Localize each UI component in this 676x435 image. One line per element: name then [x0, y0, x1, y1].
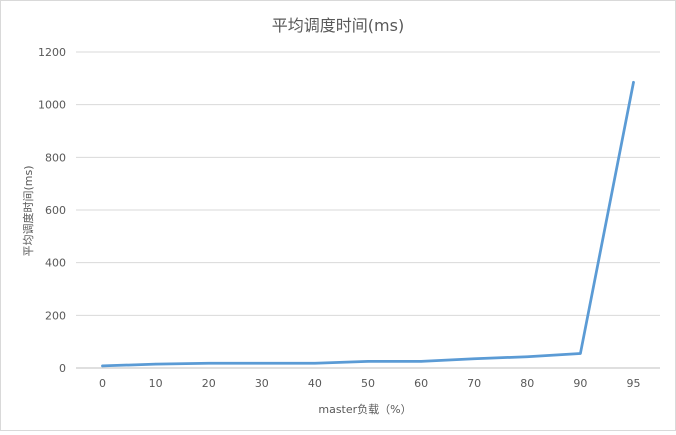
y-tick-label: 0 [59, 362, 66, 375]
x-tick-label: 10 [149, 377, 163, 390]
y-tick-label: 800 [45, 151, 66, 164]
x-tick-label: 30 [255, 377, 269, 390]
data-point [526, 355, 529, 358]
x-tick-label: 40 [308, 377, 322, 390]
data-point [472, 357, 476, 360]
data-point [101, 364, 104, 368]
series-group [101, 80, 635, 368]
y-tick-label: 600 [45, 204, 66, 217]
y-tick-label: 1200 [38, 46, 66, 59]
x-axis-title: master负载（%） [318, 402, 411, 416]
data-point [313, 362, 317, 365]
data-point [579, 352, 582, 355]
x-tick-label: 70 [467, 377, 481, 390]
x-tick-label: 60 [414, 377, 428, 390]
data-point [366, 360, 370, 363]
y-tick-label: 400 [45, 257, 66, 270]
data-point [154, 362, 157, 366]
x-tick-labels: 0 10 20 30 40 50 60 70 80 90 95 [99, 377, 640, 390]
gridlines [76, 51, 660, 369]
x-tick-label: 95 [626, 377, 640, 390]
data-point [260, 362, 264, 365]
y-tick-labels: 0 200 400 600 800 1000 1200 [38, 46, 66, 375]
x-tick-label: 80 [520, 377, 534, 390]
x-tick-label: 90 [573, 377, 587, 390]
y-axis-title: 平均调度时间(ms) [21, 165, 35, 256]
data-point [419, 360, 423, 363]
x-tick-label: 20 [202, 377, 216, 390]
data-point [632, 81, 635, 84]
x-tick-label: 0 [99, 377, 106, 390]
series-line [101, 80, 635, 368]
chart-title: 平均调度时间(ms) [272, 16, 404, 35]
data-point [207, 362, 210, 365]
y-tick-label: 200 [45, 309, 66, 322]
y-tick-label: 1000 [38, 99, 66, 112]
x-tick-label: 50 [361, 377, 375, 390]
